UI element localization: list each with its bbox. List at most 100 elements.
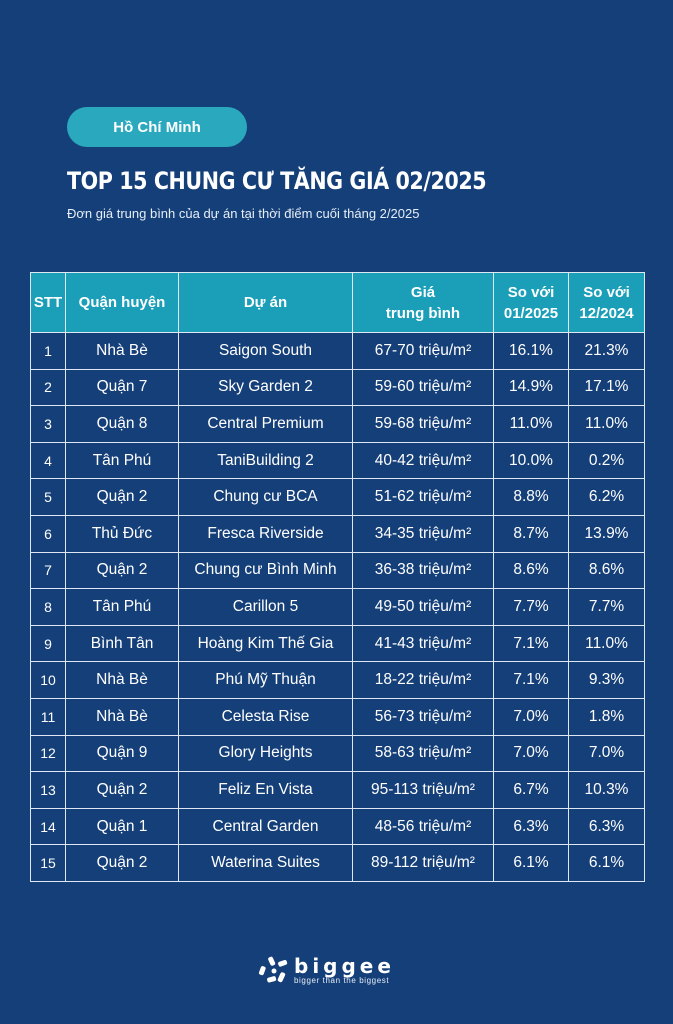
cell-district: Nhà Bè <box>65 332 179 370</box>
cell-project: Central Premium <box>178 405 353 443</box>
cell-district: Tân Phú <box>65 441 179 480</box>
table-row: 8 Tân Phú Carillon 5 49-50 triệu/m² 7.7%… <box>30 588 645 626</box>
cell-stt: 2 <box>30 368 66 407</box>
cell-vs-dec: 7.0% <box>568 734 645 773</box>
cell-price: 49-50 triệu/m² <box>352 588 494 626</box>
header-vs-jan: So với 01/2025 <box>493 272 569 333</box>
cell-project: Hoàng Kim Thế Gia <box>178 624 353 663</box>
cell-price: 59-60 triệu/m² <box>352 368 494 407</box>
cell-stt: 15 <box>30 844 66 882</box>
cell-district: Quận 2 <box>65 478 179 516</box>
table-row: 12 Quận 9 Glory Heights 58-63 triệu/m² 7… <box>30 734 645 773</box>
header-vs-dec: So với 12/2024 <box>568 272 645 333</box>
table-row: 14 Quận 1 Central Garden 48-56 triệu/m² … <box>30 807 645 846</box>
cell-district: Thủ Đức <box>65 514 179 553</box>
cell-stt: 8 <box>30 588 66 626</box>
header-price-line1: Giá <box>410 283 436 301</box>
table-row: 11 Nhà Bè Celesta Rise 56-73 triệu/m² 7.… <box>30 697 645 736</box>
table-row: 10 Nhà Bè Phú Mỹ Thuận 18-22 triệu/m² 7.… <box>30 661 645 699</box>
cell-project: Phú Mỹ Thuận <box>178 661 353 699</box>
table-row: 13 Quận 2 Feliz En Vista 95-113 triệu/m²… <box>30 771 645 809</box>
header-project: Dự án <box>178 272 353 333</box>
cell-vs-dec: 11.0% <box>568 405 645 443</box>
cell-vs-jan: 16.1% <box>493 332 569 370</box>
cell-price: 56-73 triệu/m² <box>352 697 494 736</box>
cell-vs-dec: 13.9% <box>568 514 645 553</box>
cell-stt: 1 <box>30 332 66 370</box>
city-badge-label: Hồ Chí Minh <box>113 118 201 136</box>
cell-district: Quận 2 <box>65 844 179 882</box>
table-row: 6 Thủ Đức Fresca Riverside 34-35 triệu/m… <box>30 514 645 553</box>
header-stt: STT <box>30 272 66 333</box>
cell-project: Glory Heights <box>178 734 353 773</box>
cell-price: 89-112 triệu/m² <box>352 844 494 882</box>
header-vs-dec-line1: So với <box>583 283 630 301</box>
cell-vs-jan: 6.3% <box>493 807 569 846</box>
cell-vs-jan: 11.0% <box>493 405 569 443</box>
city-badge: Hồ Chí Minh <box>67 107 247 147</box>
cell-project: Chung cư BCA <box>178 478 353 516</box>
cell-project: Carillon 5 <box>178 588 353 626</box>
cell-project: Saigon South <box>178 332 353 370</box>
cell-vs-jan: 7.0% <box>493 734 569 773</box>
cell-district: Quận 1 <box>65 807 179 846</box>
cell-vs-jan: 14.9% <box>493 368 569 407</box>
cell-price: 48-56 triệu/m² <box>352 807 494 846</box>
cell-price: 40-42 triệu/m² <box>352 441 494 480</box>
cell-vs-dec: 6.3% <box>568 807 645 846</box>
cell-district: Quận 2 <box>65 771 179 809</box>
table-header-row: STT Quận huyện Dự án Giá trung bình So v… <box>30 272 645 333</box>
cell-stt: 9 <box>30 624 66 663</box>
table-row: 7 Quận 2 Chung cư Bình Minh 36-38 triệu/… <box>30 551 645 590</box>
cell-price: 58-63 triệu/m² <box>352 734 494 773</box>
cell-vs-dec: 6.2% <box>568 478 645 516</box>
page-subtitle: Đơn giá trung bình của dự án tại thời đi… <box>67 206 420 221</box>
cell-vs-jan: 7.1% <box>493 624 569 663</box>
cell-stt: 12 <box>30 734 66 773</box>
cell-stt: 5 <box>30 478 66 516</box>
cell-vs-jan: 8.8% <box>493 478 569 516</box>
biggee-logo-icon <box>258 956 288 983</box>
cell-district: Quận 9 <box>65 734 179 773</box>
cell-district: Tân Phú <box>65 588 179 626</box>
header-district: Quận huyện <box>65 272 179 333</box>
table-row: 3 Quận 8 Central Premium 59-68 triệu/m² … <box>30 405 645 443</box>
cell-stt: 14 <box>30 807 66 846</box>
cell-vs-dec: 1.8% <box>568 697 645 736</box>
cell-vs-jan: 6.1% <box>493 844 569 882</box>
ranking-table: STT Quận huyện Dự án Giá trung bình So v… <box>30 272 645 882</box>
cell-vs-dec: 7.7% <box>568 588 645 626</box>
cell-price: 18-22 triệu/m² <box>352 661 494 699</box>
cell-vs-dec: 17.1% <box>568 368 645 407</box>
logo-brand: biggee <box>294 954 395 978</box>
cell-stt: 11 <box>30 697 66 736</box>
cell-district: Quận 2 <box>65 551 179 590</box>
header-price: Giá trung bình <box>352 272 494 333</box>
cell-district: Quận 8 <box>65 405 179 443</box>
cell-vs-jan: 7.1% <box>493 661 569 699</box>
table-row: 9 Bình Tân Hoàng Kim Thế Gia 41-43 triệu… <box>30 624 645 663</box>
cell-vs-dec: 10.3% <box>568 771 645 809</box>
cell-project: Waterina Suites <box>178 844 353 882</box>
cell-project: Celesta Rise <box>178 697 353 736</box>
cell-vs-dec: 21.3% <box>568 332 645 370</box>
logo-tagline: bigger than the biggest <box>294 976 390 985</box>
table-row: 1 Nhà Bè Saigon South 67-70 triệu/m² 16.… <box>30 332 645 370</box>
cell-project: Fresca Riverside <box>178 514 353 553</box>
table-row: 4 Tân Phú TaniBuilding 2 40-42 triệu/m² … <box>30 441 645 480</box>
cell-project: Central Garden <box>178 807 353 846</box>
cell-stt: 10 <box>30 661 66 699</box>
cell-vs-jan: 10.0% <box>493 441 569 480</box>
cell-vs-jan: 7.7% <box>493 588 569 626</box>
cell-stt: 4 <box>30 441 66 480</box>
cell-price: 51-62 triệu/m² <box>352 478 494 516</box>
cell-stt: 7 <box>30 551 66 590</box>
header-vs-dec-line2: 12/2024 <box>579 304 634 322</box>
cell-price: 95-113 triệu/m² <box>352 771 494 809</box>
cell-project: Feliz En Vista <box>178 771 353 809</box>
cell-vs-jan: 7.0% <box>493 697 569 736</box>
table-row: 15 Quận 2 Waterina Suites 89-112 triệu/m… <box>30 844 645 882</box>
cell-stt: 3 <box>30 405 66 443</box>
cell-vs-dec: 8.6% <box>568 551 645 590</box>
cell-district: Quận 7 <box>65 368 179 407</box>
